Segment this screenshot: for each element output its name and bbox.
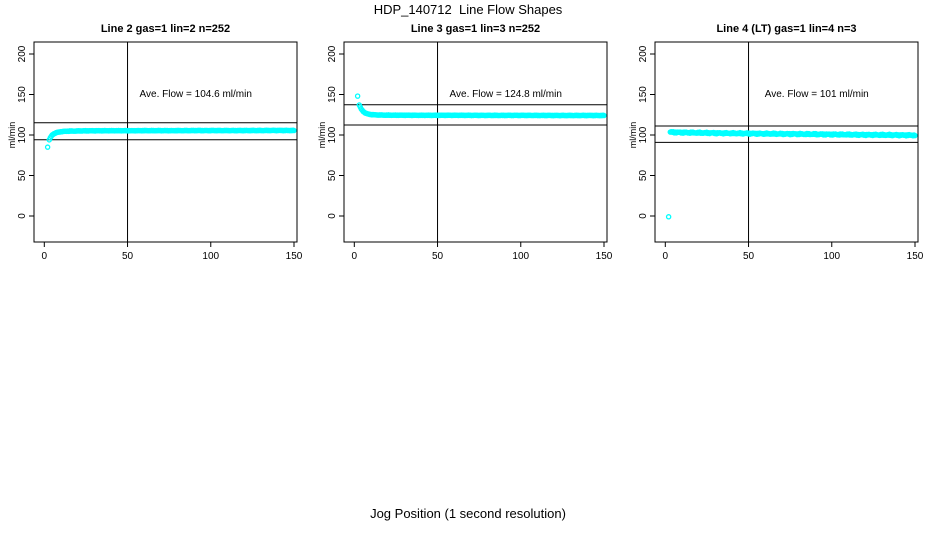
svg-text:ml/min: ml/min xyxy=(628,122,638,149)
flow-panel-line2: Line 2 gas=1 lin=2 n=252 0 50 100 150 0 50 100 1… xyxy=(0,18,316,274)
svg-text:150: 150 xyxy=(327,86,338,103)
svg-text:Line 3 gas=1 lin=3 n=252: Line 3 gas=1 lin=3 n=252 xyxy=(411,23,540,35)
flow-panel-line3: Line 3 gas=1 lin=3 n=252 0 50 100 150 0 50 100 1… xyxy=(310,18,626,274)
line2-scatter-chart: Line 2 gas=1 lin=2 n=252 0 50 100 150 0 50 100 1… xyxy=(7,23,303,262)
x-axis-label: Jog Position (1 second resolution) xyxy=(370,506,566,521)
line3-scatter-chart: Line 3 gas=1 lin=3 n=252 0 50 100 150 0 50 100 1… xyxy=(317,23,613,262)
svg-text:100: 100 xyxy=(17,126,28,143)
svg-text:200: 200 xyxy=(638,45,649,62)
svg-text:150: 150 xyxy=(596,251,613,262)
svg-text:Ave. Flow = 124.8 ml/min: Ave. Flow = 124.8 ml/min xyxy=(450,89,562,100)
svg-text:0: 0 xyxy=(42,251,48,262)
svg-text:100: 100 xyxy=(327,126,338,143)
svg-text:150: 150 xyxy=(286,251,303,262)
flow-panel-line4: Line 4 (LT) gas=1 lin=4 n=3 0 50 100 150 0 50 1… xyxy=(621,18,936,274)
svg-text:Line 4 (LT) gas=1 lin=4 n=3: Line 4 (LT) gas=1 lin=4 n=3 xyxy=(716,23,856,35)
svg-text:50: 50 xyxy=(743,251,755,262)
svg-text:150: 150 xyxy=(17,86,28,103)
svg-text:200: 200 xyxy=(327,45,338,62)
svg-text:0: 0 xyxy=(17,213,28,219)
svg-text:ml/min: ml/min xyxy=(7,122,17,149)
svg-text:50: 50 xyxy=(432,251,444,262)
line4-scatter-chart: Line 4 (LT) gas=1 lin=4 n=3 0 50 100 150 0 50 1… xyxy=(628,23,924,262)
svg-text:100: 100 xyxy=(202,251,219,262)
svg-text:50: 50 xyxy=(17,170,28,182)
svg-text:150: 150 xyxy=(907,251,924,262)
svg-text:0: 0 xyxy=(352,251,358,262)
svg-text:ml/min: ml/min xyxy=(317,122,327,149)
svg-text:100: 100 xyxy=(823,251,840,262)
svg-text:Ave. Flow = 104.6 ml/min: Ave. Flow = 104.6 ml/min xyxy=(140,89,252,100)
svg-text:200: 200 xyxy=(17,45,28,62)
svg-text:100: 100 xyxy=(638,126,649,143)
svg-text:0: 0 xyxy=(663,251,669,262)
svg-text:50: 50 xyxy=(638,170,649,182)
svg-text:50: 50 xyxy=(122,251,134,262)
svg-text:Line 2 gas=1 lin=2 n=252: Line 2 gas=1 lin=2 n=252 xyxy=(101,23,230,35)
svg-text:150: 150 xyxy=(638,86,649,103)
figure-title: HDP_140712 Line Flow Shapes xyxy=(373,2,563,17)
svg-text:0: 0 xyxy=(327,213,338,219)
svg-text:Ave. Flow = 101 ml/min: Ave. Flow = 101 ml/min xyxy=(765,89,869,100)
svg-text:0: 0 xyxy=(638,213,649,219)
svg-text:100: 100 xyxy=(512,251,529,262)
svg-text:50: 50 xyxy=(327,170,338,182)
